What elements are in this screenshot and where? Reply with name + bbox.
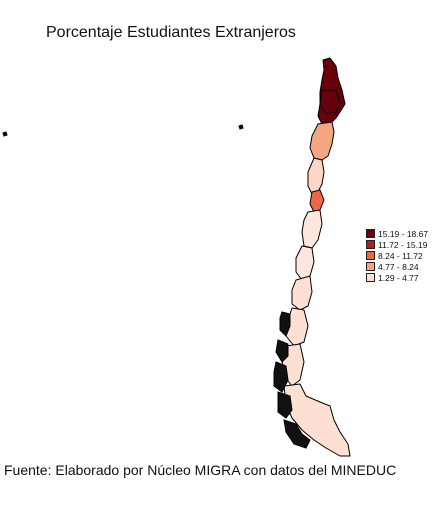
legend-item: 11.72 - 15.19 — [366, 239, 432, 250]
legend-swatch — [366, 240, 375, 249]
region-top-inner — [319, 89, 341, 115]
map-islands — [2, 124, 311, 449]
legend-swatch — [366, 262, 375, 271]
legend-item: 15.19 - 18.67 — [366, 228, 432, 239]
legend-label: 11.72 - 15.19 — [378, 239, 428, 250]
coast-islands-upper-south — [275, 339, 289, 363]
legend-item: 4.77 - 8.24 — [366, 261, 432, 272]
legend-label: 15.19 - 18.67 — [378, 228, 429, 239]
region-accent — [309, 189, 325, 213]
coast-islands-south-2 — [277, 391, 293, 419]
region-mid-1 — [301, 209, 323, 249]
source-note: Fuente: Elaborado por Núcleo MIGRA con d… — [4, 462, 397, 478]
legend-swatch — [366, 251, 375, 260]
legend-item: 1.29 - 4.77 — [366, 272, 432, 283]
island-offshore-west-1 — [2, 131, 8, 137]
legend-item: 8.24 - 11.72 — [366, 250, 432, 261]
map-legend: 15.19 - 18.67 11.72 - 15.19 8.24 - 11.72… — [366, 228, 432, 283]
coast-islands-south-1 — [273, 361, 289, 393]
island-offshore-west-2 — [238, 124, 244, 130]
legend-label: 8.24 - 11.72 — [378, 250, 423, 261]
map-regions — [281, 57, 351, 457]
coast-islands-tip — [283, 419, 311, 449]
map-title: Porcentaje Estudiantes Extranjeros — [46, 24, 296, 41]
legend-swatch — [366, 229, 375, 238]
region-mid-2 — [295, 245, 315, 281]
legend-label: 4.77 - 8.24 — [378, 261, 419, 272]
region-south — [283, 383, 351, 457]
region-mid-3 — [291, 275, 313, 311]
region-north — [309, 121, 335, 161]
region-upper-mid — [307, 157, 325, 195]
legend-label: 1.29 - 4.77 — [378, 272, 419, 283]
legend-swatch — [366, 273, 375, 282]
coast-islands-mid — [279, 311, 291, 337]
